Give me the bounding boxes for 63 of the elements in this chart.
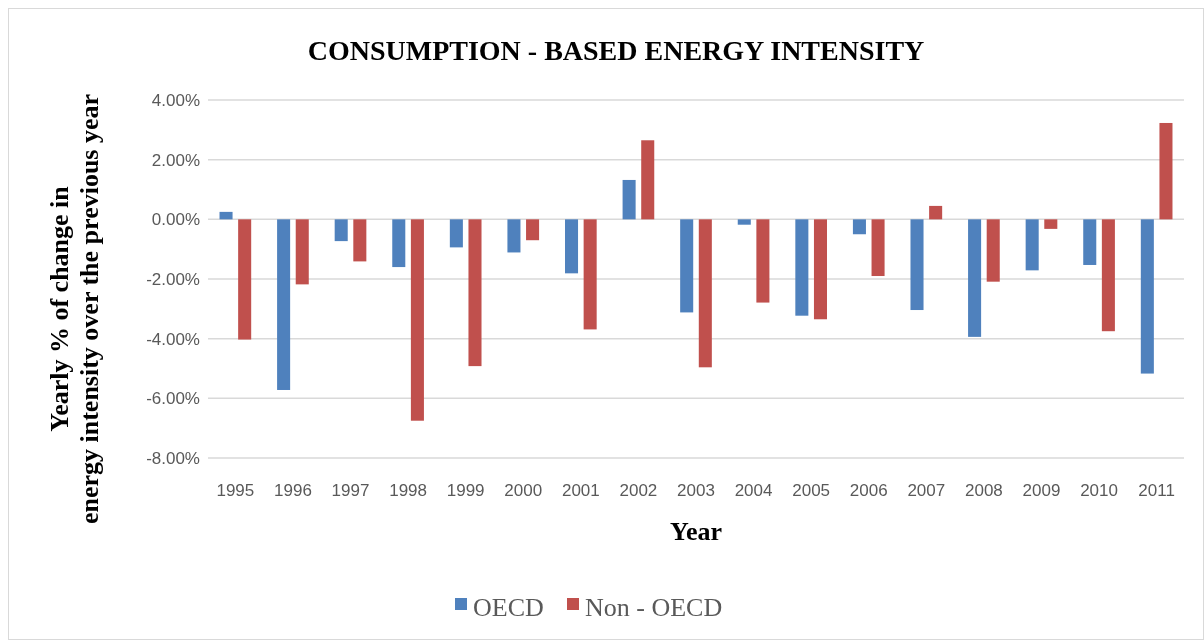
bar — [929, 205, 943, 220]
bar — [1101, 219, 1115, 332]
bar — [1025, 219, 1039, 271]
bar — [910, 219, 924, 311]
x-axis-title: Year — [670, 517, 722, 546]
x-tick-label: 2008 — [964, 481, 1003, 500]
x-tick-label: 1999 — [446, 481, 485, 500]
bar — [565, 219, 579, 274]
x-tick-label: 2001 — [561, 481, 600, 500]
x-tick-label: 2009 — [1022, 481, 1061, 500]
bar — [526, 219, 540, 241]
bar — [1140, 219, 1154, 374]
y-tick-label: -6.00% — [146, 389, 200, 409]
bar — [641, 140, 655, 220]
bar — [1083, 219, 1097, 265]
x-tick-label: 2010 — [1080, 481, 1118, 500]
x-tick-label: 2007 — [907, 481, 946, 500]
bar — [1044, 219, 1058, 229]
bar — [449, 219, 463, 248]
bar — [968, 219, 982, 337]
bar — [680, 219, 694, 313]
bar — [986, 219, 1000, 282]
bar — [295, 219, 309, 285]
y-tick-label: 2.00% — [151, 150, 200, 170]
y-tick-label: -4.00% — [146, 329, 200, 349]
bar — [1159, 122, 1173, 220]
bar — [698, 219, 712, 368]
legend-label: Non - OECD — [585, 592, 723, 622]
bar — [795, 219, 809, 316]
bar — [871, 219, 885, 277]
bar — [219, 211, 233, 220]
legend-label: OECD — [473, 592, 544, 622]
bar — [353, 219, 367, 262]
x-tick-label: 2005 — [792, 481, 831, 500]
bar — [813, 219, 827, 320]
bar — [277, 219, 291, 390]
chart-title: CONSUMPTION - BASED ENERGY INTENSITY — [307, 35, 925, 66]
y-tick-label: 0.00% — [151, 210, 200, 230]
y-tick-label: 4.00% — [151, 90, 200, 110]
bar — [392, 219, 406, 268]
bar — [238, 219, 252, 340]
x-tick-label: 2004 — [734, 481, 773, 500]
y-tick-label: -2.00% — [146, 269, 200, 289]
x-tick-label: 2003 — [677, 481, 715, 500]
x-tick-label: 1995 — [216, 481, 255, 500]
x-tick-label: 2002 — [619, 481, 658, 500]
x-tick-label: 2011 — [1138, 481, 1175, 500]
bar — [410, 219, 424, 421]
x-tick-label: 2006 — [849, 481, 888, 500]
x-tick-label: 1996 — [274, 481, 312, 500]
x-tick-label: 1997 — [331, 481, 370, 500]
bar — [622, 179, 636, 220]
bar — [468, 219, 482, 367]
y-tick-label: -8.00% — [146, 448, 200, 468]
bar — [583, 219, 597, 330]
x-tick-label: 2000 — [504, 481, 543, 500]
bar — [334, 219, 348, 242]
bar — [737, 219, 751, 225]
bar — [756, 219, 770, 303]
bar — [507, 219, 521, 253]
bar — [852, 219, 866, 235]
x-tick-label: 1998 — [389, 481, 428, 500]
y-axis-title: Yearly % of change in energy intensity over the previous year — [45, 93, 104, 525]
